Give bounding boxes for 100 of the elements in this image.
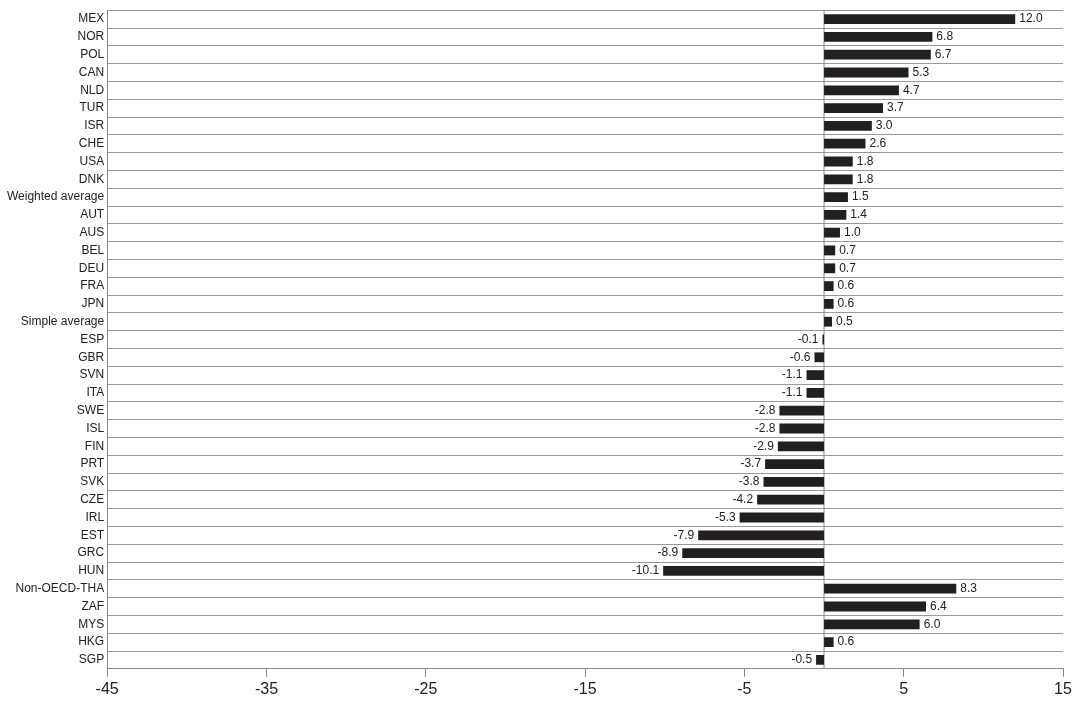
bar: [824, 316, 833, 327]
data-label: 3.0: [875, 118, 893, 133]
y-tick-label: CAN: [78, 64, 105, 79]
data-label: -1.1: [781, 367, 803, 382]
bar: [824, 192, 848, 202]
y-tick-label: FRA: [80, 278, 105, 293]
data-label: 0.7: [839, 260, 857, 275]
data-label: 1.8: [856, 153, 874, 168]
data-label: 0.5: [836, 314, 854, 329]
data-label: 1.0: [843, 225, 861, 240]
y-tick-label: DEU: [78, 260, 105, 275]
data-label: -7.9: [673, 527, 695, 542]
bar: [663, 566, 825, 576]
x-tick-label: -25: [414, 679, 438, 697]
y-tick-label: ISL: [86, 420, 105, 435]
bar: [824, 263, 836, 274]
bar: [698, 530, 825, 541]
data-label: -10.1: [631, 563, 660, 578]
bar: [806, 388, 825, 398]
data-label: 6.0: [923, 616, 941, 631]
data-label: -2.8: [754, 403, 776, 418]
y-tick-label: USA: [79, 153, 105, 168]
bar: [824, 227, 840, 238]
data-label: 4.7: [902, 82, 920, 97]
data-label: 6.4: [930, 598, 948, 613]
data-label: -4.2: [732, 492, 754, 507]
bar: [682, 548, 825, 558]
x-tick-label: -35: [254, 679, 279, 697]
x-tick-label: 5: [899, 679, 909, 697]
y-tick-label: AUS: [79, 225, 105, 240]
y-tick-label: JPN: [81, 296, 105, 311]
bar: [824, 245, 836, 256]
data-label: 3.7: [886, 100, 904, 115]
bar: [824, 637, 834, 647]
y-tick-label: SWE: [76, 403, 105, 418]
data-label: -0.6: [789, 349, 811, 364]
y-tick-label: ITA: [86, 385, 105, 400]
data-label: -5.3: [714, 509, 736, 524]
x-tick-label: -45: [95, 679, 119, 697]
y-tick-label: AUT: [80, 207, 105, 222]
y-tick-label: Simple average: [20, 314, 105, 329]
y-tick-label: GRC: [77, 545, 105, 560]
bar: [824, 138, 866, 149]
y-tick-label: HUN: [78, 563, 105, 578]
bar: [824, 121, 872, 131]
y-tick-label: SGP: [78, 652, 105, 667]
y-tick-label: NLD: [80, 82, 105, 97]
y-tick-label: HKG: [78, 634, 105, 649]
data-label: -0.1: [797, 331, 819, 346]
y-tick-label: Weighted average: [6, 189, 105, 204]
data-label: 0.6: [837, 278, 855, 293]
bar: [824, 67, 909, 78]
bar: [779, 423, 825, 434]
y-tick-label: POL: [80, 47, 105, 62]
y-tick-label: IRL: [85, 509, 105, 524]
bar: [824, 14, 1016, 24]
x-tick-label: -5: [737, 679, 752, 697]
data-label: 8.3: [960, 581, 978, 596]
y-tick-label: MEX: [78, 11, 105, 26]
data-label: 0.7: [839, 242, 857, 257]
data-label: -0.5: [791, 652, 813, 667]
data-label: 1.4: [850, 207, 868, 222]
data-label: 5.3: [912, 64, 930, 79]
bar: [824, 85, 899, 96]
y-tick-label: ZAF: [81, 598, 105, 613]
y-tick-label: Non-OECD-THA: [15, 581, 105, 596]
bar: [824, 156, 853, 167]
bar: [824, 299, 834, 309]
bar: [824, 583, 957, 594]
bar: [816, 655, 825, 665]
y-tick-label: CHE: [78, 136, 105, 151]
x-tick-label: 15: [1054, 679, 1072, 697]
bar: [814, 352, 825, 363]
bar: [765, 459, 825, 469]
bar: [824, 32, 933, 42]
bar: [824, 49, 931, 60]
data-label: -8.9: [657, 545, 679, 560]
y-tick-label: NOR: [77, 29, 105, 44]
data-label: 1.8: [856, 171, 874, 186]
y-tick-label: TUR: [79, 100, 105, 115]
bar: [777, 441, 825, 452]
data-label: -3.7: [740, 456, 762, 471]
y-tick-label: SVK: [80, 474, 105, 489]
y-tick-label: DNK: [78, 171, 105, 186]
data-label: 0.6: [837, 296, 855, 311]
bar: [757, 494, 825, 505]
data-label: -3.8: [738, 474, 760, 489]
data-label: 1.5: [851, 189, 869, 204]
y-tick-label: FIN: [84, 438, 105, 453]
bar: [824, 174, 853, 185]
y-tick-label: ESP: [80, 331, 105, 346]
data-label: -1.1: [781, 385, 803, 400]
bar: [824, 619, 920, 630]
bar: [824, 281, 834, 291]
y-tick-label: GBR: [78, 349, 105, 364]
bar: [739, 512, 825, 523]
bar: [806, 370, 825, 380]
bar: [779, 405, 825, 416]
y-tick-label: PRT: [80, 456, 105, 471]
y-tick-label: SVN: [79, 367, 105, 382]
